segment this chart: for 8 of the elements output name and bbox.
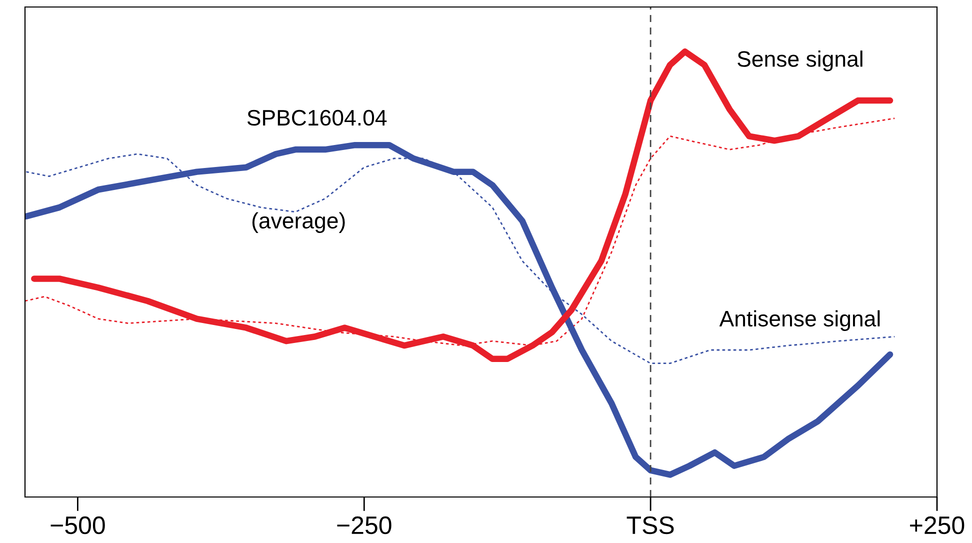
annotation: Antisense signal (719, 310, 880, 331)
x-tick-label: TSS (626, 516, 674, 534)
x-tick-label: −500 (50, 516, 105, 534)
annotation: Sense signal (738, 50, 862, 72)
annotation: SPBC1604.04 (247, 110, 387, 126)
x-tick-label: +250 (910, 516, 964, 534)
annotation: (average) (252, 212, 345, 233)
x-tick-label: −250 (337, 516, 392, 534)
